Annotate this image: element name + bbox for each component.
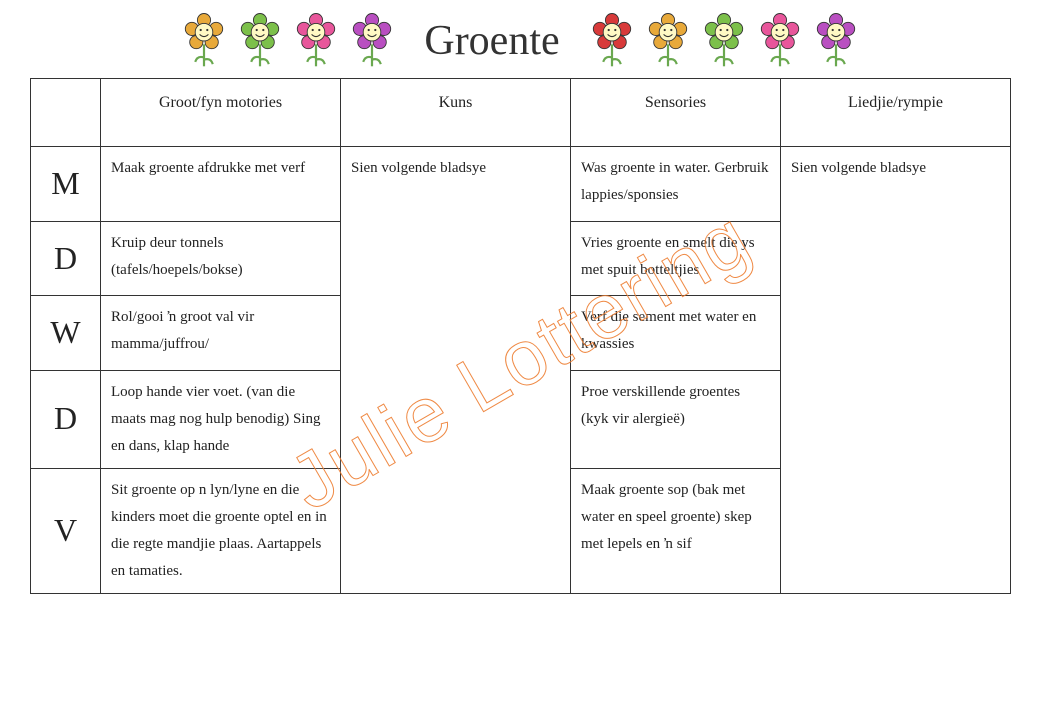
table-header-row: Groot/fyn motories Kuns Sensories Liedji… <box>31 79 1011 147</box>
cell-sensories: Maak groente sop (bak met water en speel… <box>571 468 781 593</box>
header: Groente <box>0 0 1040 78</box>
page-title: Groente <box>424 17 559 65</box>
cell-kuns-merged: Sien volgende bladsye <box>341 147 571 594</box>
day-label: M <box>31 147 101 222</box>
cell-liedjie-merged: Sien volgende bladsye <box>781 147 1011 594</box>
col-liedjie: Liedjie/rympie <box>781 79 1011 147</box>
flower-icon <box>182 13 226 69</box>
cell-motories: Rol/gooi ŉ groot val vir mamma/juffrou/ <box>101 296 341 371</box>
col-sensories: Sensories <box>571 79 781 147</box>
col-motories: Groot/fyn motories <box>101 79 341 147</box>
cell-motories: Kruip deur tonnels (tafels/hoepels/bokse… <box>101 221 341 296</box>
flower-icon <box>238 13 282 69</box>
day-label: V <box>31 468 101 593</box>
table-row: M Maak groente afdrukke met verf Sien vo… <box>31 147 1011 222</box>
flower-icon <box>350 13 394 69</box>
col-day <box>31 79 101 147</box>
schedule-table-container: Groot/fyn motories Kuns Sensories Liedji… <box>0 78 1040 604</box>
flower-icon <box>814 13 858 69</box>
cell-sensories: Verf die sement met water en kwassies <box>571 296 781 371</box>
day-label: D <box>31 370 101 468</box>
day-label: D <box>31 221 101 296</box>
flower-icon <box>590 13 634 69</box>
flower-icon <box>758 13 802 69</box>
flower-icon <box>646 13 690 69</box>
flower-icon <box>294 13 338 69</box>
col-kuns: Kuns <box>341 79 571 147</box>
day-label: W <box>31 296 101 371</box>
cell-sensories: Was groente in water. Gerbruik lappies/s… <box>571 147 781 222</box>
cell-sensories: Vries groente en smelt die ys met spuit … <box>571 221 781 296</box>
cell-motories: Sit groente op n lyn/lyne en die kinders… <box>101 468 341 593</box>
cell-motories: Maak groente afdrukke met verf <box>101 147 341 222</box>
schedule-table: Groot/fyn motories Kuns Sensories Liedji… <box>30 78 1011 594</box>
cell-motories: Loop hande vier voet. (van die maats mag… <box>101 370 341 468</box>
flower-icon <box>702 13 746 69</box>
cell-sensories: Proe verskillende groentes (kyk vir aler… <box>571 370 781 468</box>
